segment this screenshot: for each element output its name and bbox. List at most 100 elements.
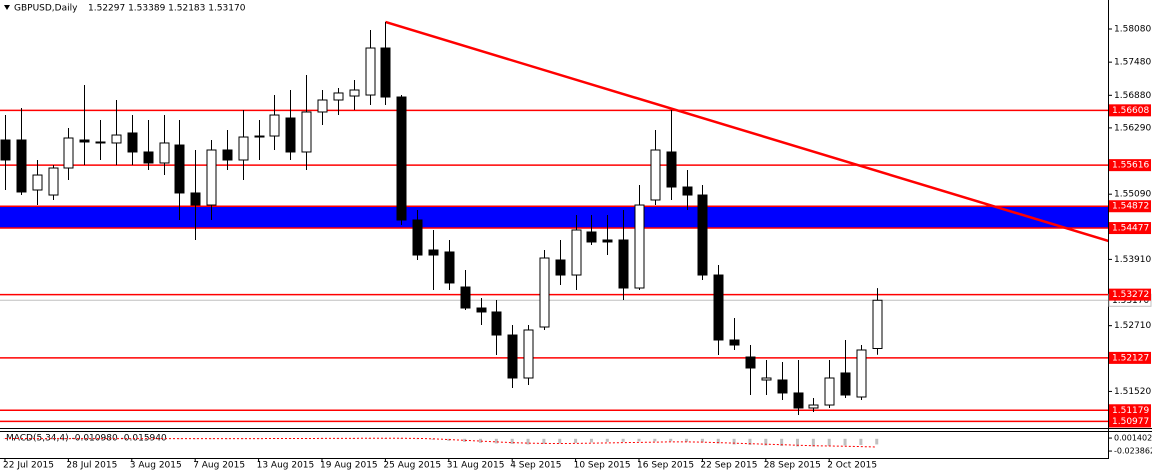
macd-bar: [875, 438, 879, 445]
level-label: 1.54872: [1112, 202, 1149, 212]
macd-bar: [764, 438, 768, 446]
x-tick-label: 19 Aug 2015: [320, 461, 378, 471]
macd-bar: [431, 438, 435, 440]
candle-body: [349, 89, 360, 97]
macd-bar: [35, 438, 39, 440]
macd-bar: [463, 438, 467, 442]
x-tick-label: 2 Oct 2015: [827, 461, 877, 471]
candle-body: [491, 311, 502, 336]
x-tick-label: 31 Aug 2015: [447, 461, 505, 471]
macd-bar: [209, 438, 213, 440]
ohlc-label: 1.52297 1.53389 1.52183 1.53170: [88, 4, 246, 14]
y-tick-label: 1.58080: [1114, 25, 1151, 35]
x-tick-label: 3 Aug 2015: [130, 461, 182, 471]
x-tick-label: 25 Aug 2015: [383, 461, 441, 471]
candle-body: [824, 377, 835, 406]
y-tick-label: 1.51520: [1114, 387, 1151, 397]
macd-bar: [98, 438, 102, 440]
macd-bar: [653, 438, 657, 442]
macd-bar: [479, 438, 482, 443]
candle-body: [507, 334, 518, 379]
macd-bar: [66, 438, 70, 440]
current-price-label: 1.53170: [1112, 296, 1149, 306]
candle-body: [602, 239, 613, 243]
chart-title: GBPUSD,Daily: [14, 4, 78, 14]
macd-bar: [716, 438, 720, 444]
y-tick-label: 1.52710: [1114, 321, 1151, 331]
candle-body: [523, 329, 534, 379]
x-tick-label: 13 Aug 2015: [257, 461, 315, 471]
candle-body: [190, 192, 201, 206]
level-label: 1.50977: [1112, 417, 1149, 427]
macd-bar: [526, 438, 530, 445]
candle-body: [840, 372, 851, 396]
candle-body: [174, 144, 185, 194]
candle-body: [48, 167, 59, 196]
macd-bar: [510, 438, 514, 444]
candle-body: [618, 239, 629, 289]
x-tick-label: 22 Sep 2015: [700, 461, 757, 471]
macd-y-tick-label: -0.023862: [1114, 447, 1152, 456]
candle-body: [380, 47, 391, 98]
level-label: 1.53272: [1112, 290, 1149, 300]
candle-body: [206, 149, 217, 206]
macd-signal: [4, 437, 877, 448]
macd-bar: [130, 438, 134, 440]
x-tick-label: 4 Sep 2015: [510, 461, 561, 471]
macd-bar: [700, 438, 704, 443]
candle-body: [761, 377, 772, 381]
plot-layer: [0, 20, 1108, 423]
candle-body: [729, 339, 740, 346]
macd-bar: [827, 438, 831, 446]
level-label-box: [1109, 104, 1151, 117]
candle-body: [682, 186, 693, 196]
candle-body: [254, 135, 265, 138]
candle-body: [238, 136, 249, 161]
macd-y-tick-label: 0.001402: [1114, 434, 1152, 443]
level-label-box: [1109, 159, 1151, 172]
level-label: 1.52127: [1112, 353, 1149, 363]
level-label: 1.56608: [1112, 106, 1149, 116]
candle-body: [539, 257, 550, 328]
macd-bar: [780, 438, 784, 446]
y-tick-label: 1.56880: [1114, 91, 1151, 101]
candle-body: [808, 404, 819, 409]
macd-bar: [685, 438, 689, 442]
level-label-box: [1109, 200, 1151, 213]
candle-body: [222, 149, 233, 161]
candle-body: [0, 139, 11, 161]
candle-body: [143, 151, 154, 164]
macd-bar: [589, 438, 593, 443]
candle-body: [793, 392, 804, 409]
candle-body: [365, 47, 376, 96]
candle-body: [79, 139, 90, 143]
candle-body: [159, 142, 170, 164]
candle-body: [269, 114, 280, 137]
macd-bar: [19, 438, 23, 440]
candle-body: [63, 137, 74, 169]
level-label-box: [1109, 222, 1151, 235]
macd-bar: [51, 438, 55, 440]
macd-bar: [146, 438, 150, 440]
macd-bar: [605, 438, 609, 442]
candle-body: [713, 274, 724, 341]
macd-bar: [669, 438, 673, 442]
macd-bar: [859, 438, 863, 445]
level-label-box: [1109, 415, 1151, 428]
candle-body: [745, 356, 756, 369]
candle-body: [476, 307, 487, 313]
macd-bar: [542, 438, 546, 444]
x-tick-label: 16 Sep 2015: [637, 461, 694, 471]
candle-body: [650, 149, 661, 201]
macd-bar: [558, 438, 562, 444]
candle-body: [555, 259, 566, 276]
candle-body: [777, 379, 788, 394]
macd-bar: [494, 438, 498, 444]
candle-body: [301, 111, 312, 153]
macd-bar: [637, 438, 641, 442]
macd-bar: [732, 438, 736, 445]
candle-body: [111, 134, 122, 144]
level-label-box: [1109, 404, 1151, 417]
macd-bar: [162, 438, 165, 440]
macd-bar: [748, 438, 752, 445]
